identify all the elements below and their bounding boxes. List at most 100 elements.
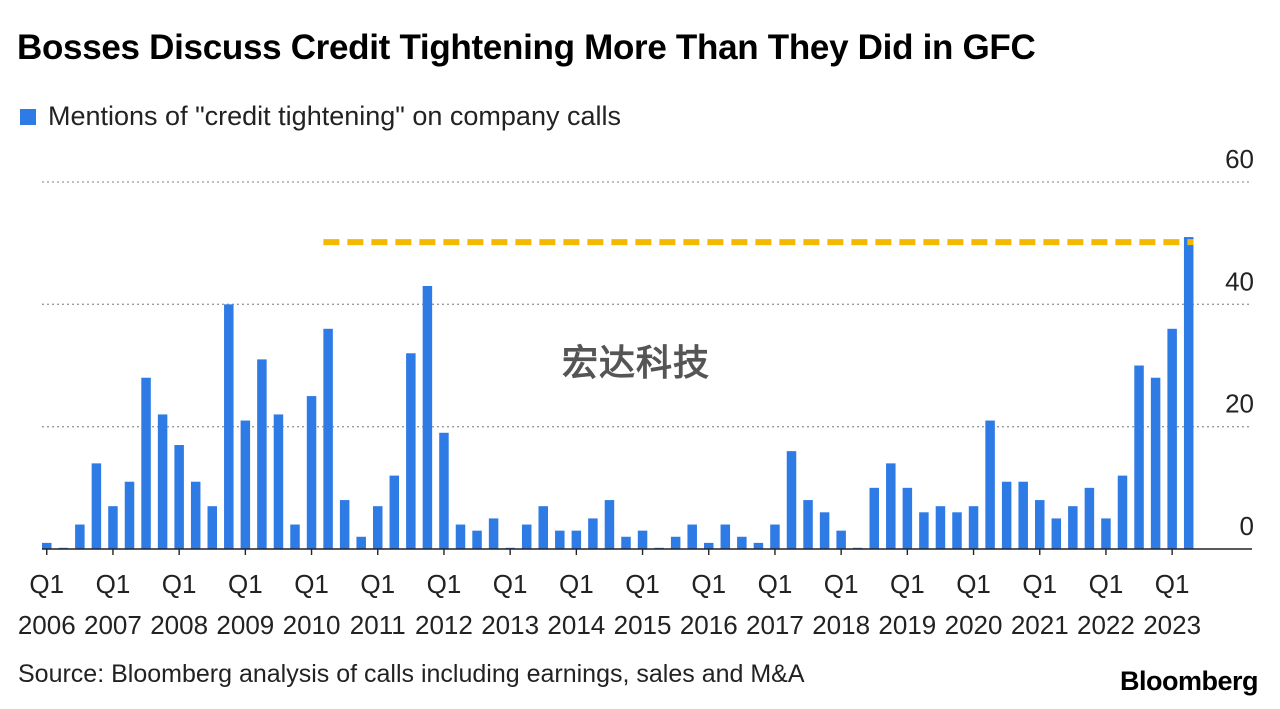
x-tick-year: 2017 (746, 610, 804, 640)
x-tick-quarter: Q1 (96, 569, 131, 599)
x-tick-quarter: Q1 (1022, 569, 1057, 599)
x-tick-year: 2008 (150, 610, 208, 640)
bar (373, 506, 383, 549)
bar (273, 414, 284, 549)
bar (42, 542, 52, 549)
x-tick-quarter: Q1 (427, 569, 462, 599)
y-axis-labels: 0 20 40 60 (1225, 144, 1254, 541)
bar (985, 420, 995, 549)
y-tick-label: 20 (1225, 389, 1254, 419)
x-tick-year: 2013 (481, 610, 539, 640)
x-tick-year: 2019 (878, 610, 936, 640)
bar (968, 506, 979, 549)
x-tick-quarter: Q1 (758, 569, 793, 599)
legend: Mentions of "credit tightening" on compa… (20, 101, 621, 132)
x-tick-year: 2014 (547, 610, 605, 640)
bar (1018, 481, 1028, 549)
bar (290, 524, 300, 549)
bar (1117, 475, 1128, 549)
x-tick-year: 2011 (350, 610, 406, 640)
x-tick-year: 2020 (945, 610, 1003, 640)
bar (720, 524, 731, 549)
bar (455, 524, 466, 549)
x-tick-quarter: Q1 (360, 569, 395, 599)
bar (1167, 328, 1177, 549)
bar (108, 506, 118, 549)
bar (190, 481, 201, 549)
bar (737, 536, 747, 549)
bar (886, 463, 896, 549)
x-tick-quarter: Q1 (228, 569, 263, 599)
bar (555, 530, 565, 549)
gridlines (42, 181, 1252, 428)
x-tick-year: 2023 (1143, 610, 1201, 640)
bar (207, 506, 217, 549)
bar (91, 463, 102, 549)
x-tick-year: 2007 (84, 610, 142, 640)
bar (1134, 365, 1144, 549)
x-axis-labels: Q1 2006 Q1 2007 Q1 2008 Q1 2009 Q1 2010 Q1 2011 Q1 20… (18, 569, 1201, 640)
y-tick-label: 0 (1240, 511, 1254, 541)
watermark: 宏达科技 (562, 343, 711, 384)
bar (306, 396, 317, 549)
legend-label: Mentions of "credit tightening" on compa… (48, 101, 621, 131)
bar (1084, 487, 1095, 549)
bar (803, 500, 813, 549)
x-tick-year: 2022 (1077, 610, 1135, 640)
bar (157, 414, 168, 549)
bar (588, 518, 598, 549)
bar (1035, 500, 1045, 549)
x-tick-quarter: Q1 (890, 569, 925, 599)
bar (75, 524, 85, 549)
x-tick-year: 2010 (283, 610, 341, 640)
bar (1001, 481, 1012, 549)
y-tick-label: 40 (1225, 266, 1254, 296)
x-tick-quarter: Q1 (162, 569, 197, 599)
bar (521, 524, 532, 549)
x-tick-year: 2018 (812, 610, 870, 640)
bar (439, 432, 449, 549)
bar (124, 481, 135, 549)
x-tick-year: 2012 (415, 610, 473, 640)
x-tick-quarter: Q1 (29, 569, 64, 599)
bar (836, 530, 846, 549)
x-tick-year: 2016 (680, 610, 738, 640)
bar (753, 542, 764, 549)
bar (323, 328, 333, 549)
x-tick-quarter: Q1 (824, 569, 859, 599)
bar (770, 524, 780, 549)
source-note: Source: Bloomberg analysis of calls incl… (18, 660, 805, 688)
bar (819, 512, 830, 549)
bar (472, 530, 482, 549)
bar (1051, 518, 1062, 549)
bar (637, 530, 648, 549)
bar (1101, 518, 1111, 549)
bar (670, 536, 681, 549)
x-tick-quarter: Q1 (294, 569, 329, 599)
bar (174, 445, 184, 549)
legend-swatch (20, 108, 36, 125)
bar (356, 536, 366, 549)
bar (1068, 506, 1078, 549)
x-tick-year: 2015 (614, 610, 672, 640)
bar (621, 536, 631, 549)
bar (704, 542, 714, 549)
bloomberg-logo: Bloomberg (1119, 666, 1259, 696)
bar (786, 451, 797, 549)
y-tick-label: 60 (1225, 144, 1254, 174)
x-tick-quarter: Q1 (1155, 569, 1190, 599)
bar (687, 524, 697, 549)
bars (42, 237, 1194, 550)
bar (604, 500, 615, 549)
x-axis (42, 548, 1252, 555)
chart-title: Bosses Discuss Credit Tightening More Th… (17, 28, 1036, 67)
bar (1150, 377, 1161, 549)
x-tick-year: 2021 (1011, 610, 1069, 640)
bar (141, 377, 151, 549)
bar (488, 518, 499, 549)
bar (406, 353, 416, 549)
bar (389, 475, 400, 549)
bar (869, 487, 879, 549)
bar (422, 285, 433, 549)
